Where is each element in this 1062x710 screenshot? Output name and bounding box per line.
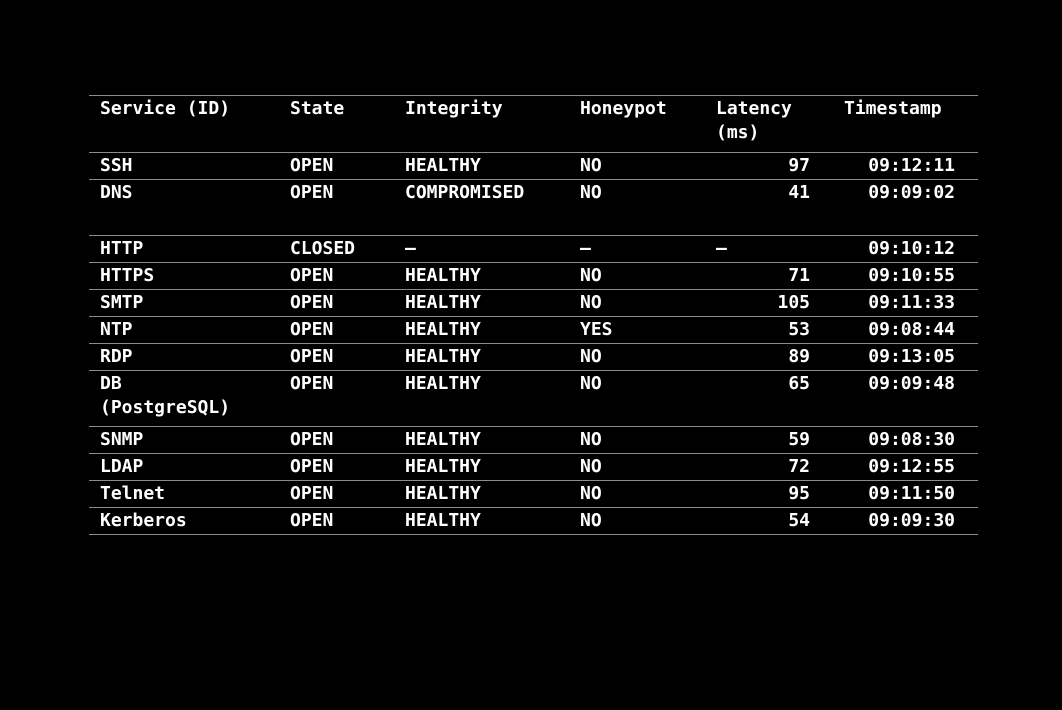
table-row: HTTPS OPEN HEALTHY NO 71 09:10:55	[89, 263, 978, 290]
cell-honeypot: YES	[580, 319, 613, 340]
cell-integrity: HEALTHY	[405, 155, 481, 176]
header-latency: Latency (ms)	[716, 98, 792, 143]
table-row: SSH OPEN HEALTHY NO 97 09:12:11	[89, 153, 978, 180]
table-row: DNS OPEN COMPROMISED NO 41 09:09:02	[89, 180, 978, 236]
cell-honeypot: NO	[580, 155, 602, 176]
cell-integrity: HEALTHY	[405, 456, 481, 477]
cell-timestamp: 09:13:05	[868, 346, 955, 367]
cell-timestamp: 09:12:55	[868, 456, 955, 477]
cell-service: DNS	[100, 182, 133, 203]
cell-honeypot: NO	[580, 346, 602, 367]
cell-state: OPEN	[290, 155, 334, 176]
cell-latency: 89	[788, 346, 810, 367]
cell-state: OPEN	[290, 510, 334, 531]
cell-integrity: HEALTHY	[405, 265, 481, 286]
header-state: State	[290, 98, 345, 119]
cell-timestamp: 09:11:50	[868, 483, 955, 504]
cell-latency: 105	[777, 292, 810, 313]
cell-state: OPEN	[290, 319, 334, 340]
cell-honeypot: NO	[580, 510, 602, 531]
cell-timestamp: 09:12:11	[868, 155, 955, 176]
table-header-row: Service (ID) State Integrity Honeypot La…	[89, 96, 978, 153]
cell-latency: 71	[788, 265, 810, 286]
cell-integrity: HEALTHY	[405, 483, 481, 504]
cell-service: Kerberos	[100, 510, 187, 531]
service-status-table: Service (ID) State Integrity Honeypot La…	[89, 95, 978, 535]
cell-honeypot: NO	[580, 292, 602, 313]
cell-service: RDP	[100, 346, 133, 367]
cell-state: OPEN	[290, 456, 334, 477]
cell-integrity: —	[405, 238, 416, 259]
cell-integrity: HEALTHY	[405, 292, 481, 313]
table-row: LDAP OPEN HEALTHY NO 72 09:12:55	[89, 454, 978, 481]
table-body: SSH OPEN HEALTHY NO 97 09:12:11 DNS OPEN COMPROM…	[89, 153, 978, 535]
cell-timestamp: 09:09:30	[868, 510, 955, 531]
cell-timestamp: 09:09:02	[868, 182, 955, 203]
cell-latency: 53	[788, 319, 810, 340]
header-service: Service (ID)	[100, 98, 231, 119]
cell-state: OPEN	[290, 182, 334, 203]
table-row: SNMP OPEN HEALTHY NO 59 09:08:30	[89, 427, 978, 454]
cell-service: HTTP	[100, 238, 144, 259]
cell-service: Telnet	[100, 483, 166, 504]
header-integrity: Integrity	[405, 98, 503, 119]
table-row: NTP OPEN HEALTHY YES 53 09:08:44	[89, 317, 978, 344]
cell-honeypot: NO	[580, 373, 602, 394]
table-row: HTTP CLOSED — — — 09:10:12	[89, 236, 978, 263]
cell-honeypot: NO	[580, 182, 602, 203]
cell-service: NTP	[100, 319, 133, 340]
cell-state: OPEN	[290, 429, 334, 450]
header-honeypot: Honeypot	[580, 98, 667, 119]
cell-honeypot: NO	[580, 456, 602, 477]
cell-latency: 65	[788, 373, 810, 394]
cell-service: SNMP	[100, 429, 144, 450]
cell-state: OPEN	[290, 483, 334, 504]
cell-state: CLOSED	[290, 238, 356, 259]
cell-timestamp: 09:08:44	[868, 319, 955, 340]
cell-latency: 41	[788, 182, 810, 203]
cell-latency: —	[716, 238, 727, 259]
cell-honeypot: NO	[580, 265, 602, 286]
table-row: Telnet OPEN HEALTHY NO 95 09:11:50	[89, 481, 978, 508]
cell-honeypot: NO	[580, 429, 602, 450]
cell-integrity: HEALTHY	[405, 319, 481, 340]
table-row: Kerberos OPEN HEALTHY NO 54 09:09:30	[89, 508, 978, 535]
cell-honeypot: NO	[580, 483, 602, 504]
header-timestamp: Timestamp	[844, 98, 942, 119]
cell-integrity: HEALTHY	[405, 346, 481, 367]
cell-state: OPEN	[290, 292, 334, 313]
cell-timestamp: 09:08:30	[868, 429, 955, 450]
cell-state: OPEN	[290, 265, 334, 286]
cell-honeypot: —	[580, 238, 591, 259]
cell-timestamp: 09:11:33	[868, 292, 955, 313]
cell-timestamp: 09:09:48	[868, 373, 955, 394]
cell-service: LDAP	[100, 456, 144, 477]
cell-state: OPEN	[290, 346, 334, 367]
cell-service: HTTPS	[100, 265, 155, 286]
table-row: SMTP OPEN HEALTHY NO 105 09:11:33	[89, 290, 978, 317]
cell-service: SMTP	[100, 292, 144, 313]
cell-latency: 95	[788, 483, 810, 504]
cell-integrity: COMPROMISED	[405, 182, 525, 203]
cell-timestamp: 09:10:12	[868, 238, 955, 259]
cell-latency: 54	[788, 510, 810, 531]
cell-integrity: HEALTHY	[405, 510, 481, 531]
cell-timestamp: 09:10:55	[868, 265, 955, 286]
cell-integrity: HEALTHY	[405, 373, 481, 394]
cell-latency: 59	[788, 429, 810, 450]
cell-latency: 72	[788, 456, 810, 477]
cell-service: SSH	[100, 155, 133, 176]
table-row: RDP OPEN HEALTHY NO 89 09:13:05	[89, 344, 978, 371]
table-row: DB (PostgreSQL) OPEN HEALTHY NO 65 09:09:48	[89, 371, 978, 427]
cell-service: DB (PostgreSQL)	[100, 373, 231, 418]
cell-integrity: HEALTHY	[405, 429, 481, 450]
cell-state: OPEN	[290, 373, 334, 394]
cell-latency: 97	[788, 155, 810, 176]
